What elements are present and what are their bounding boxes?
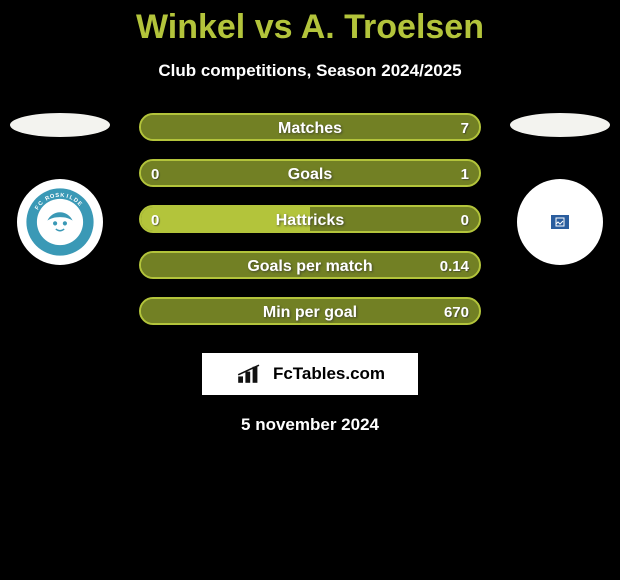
stat-row: 01Goals — [139, 159, 481, 187]
roskilde-badge-icon: F C R O S K I L D E — [25, 187, 95, 257]
stat-label: Min per goal — [141, 299, 479, 325]
stat-row: 7Matches — [139, 113, 481, 141]
left-club-badge: F C R O S K I L D E — [17, 179, 103, 265]
fctables-logo-icon — [235, 362, 267, 386]
broken-image-icon — [551, 215, 569, 229]
left-player-column: F C R O S K I L D E — [10, 113, 110, 265]
stat-label: Hattricks — [141, 207, 479, 233]
date-text: 5 november 2024 — [0, 415, 620, 435]
stat-label: Goals — [141, 161, 479, 187]
stat-label: Matches — [141, 115, 479, 141]
stats-bars: 7Matches 01Goals 00Hattricks 0.14Goals per … — [139, 113, 481, 325]
left-player-placeholder — [10, 113, 110, 137]
subtitle: Club competitions, Season 2024/2025 — [0, 61, 620, 81]
brand-text: FcTables.com — [273, 364, 385, 384]
right-club-badge — [517, 179, 603, 265]
stat-label: Goals per match — [141, 253, 479, 279]
stat-row: 670Min per goal — [139, 297, 481, 325]
page-title: Winkel vs A. Troelsen — [0, 8, 620, 47]
right-player-column — [510, 113, 610, 265]
stat-row: 0.14Goals per match — [139, 251, 481, 279]
right-player-placeholder — [510, 113, 610, 137]
stat-row: 00Hattricks — [139, 205, 481, 233]
brand-badge: FcTables.com — [202, 353, 418, 395]
